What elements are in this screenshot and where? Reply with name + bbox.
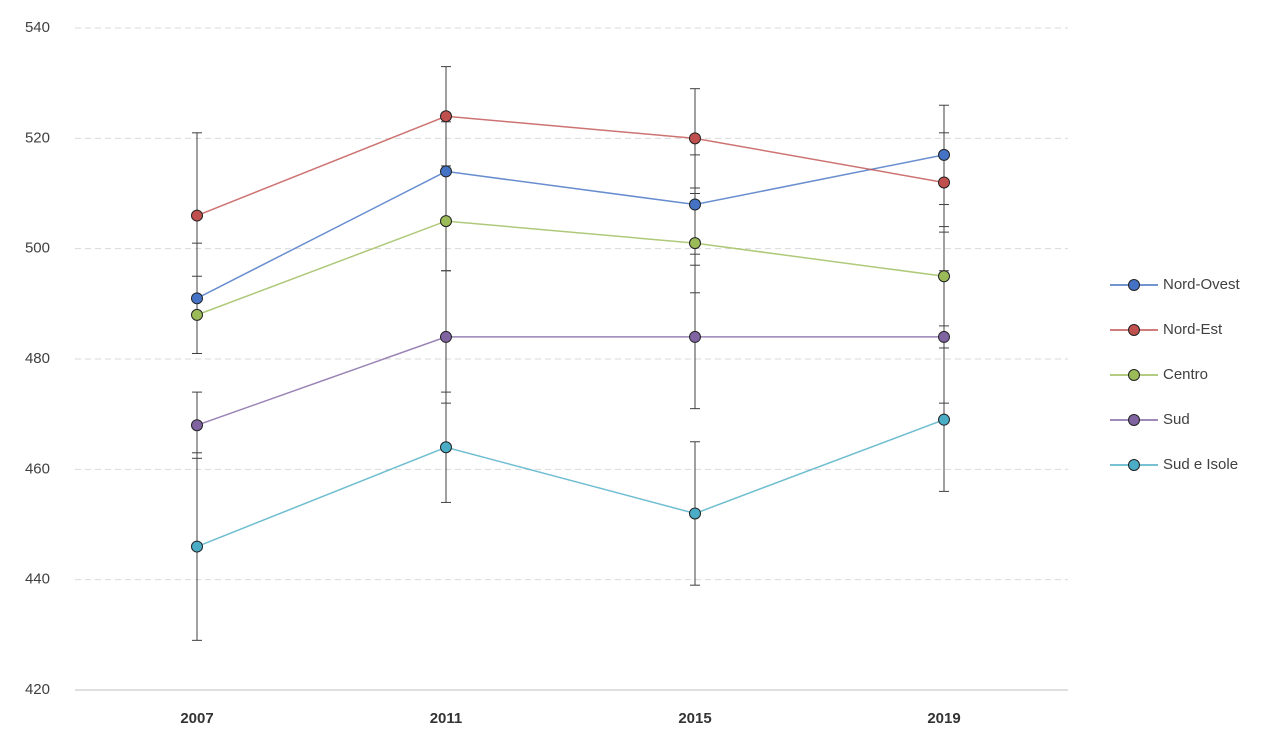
legend-marker bbox=[1128, 414, 1140, 426]
legend-label: Centro bbox=[1163, 366, 1208, 383]
point bbox=[938, 413, 950, 426]
x-tick-label: 2015 bbox=[678, 710, 711, 727]
point bbox=[689, 237, 701, 250]
point bbox=[440, 165, 452, 178]
point bbox=[440, 110, 452, 123]
point bbox=[938, 330, 950, 343]
y-tick-label: 540 bbox=[25, 19, 50, 36]
series-line bbox=[196, 336, 944, 426]
point bbox=[191, 209, 203, 222]
point bbox=[191, 419, 203, 432]
point bbox=[938, 176, 950, 189]
legend-marker bbox=[1128, 324, 1140, 336]
point bbox=[440, 441, 452, 454]
point bbox=[938, 148, 950, 161]
legend-marker bbox=[1128, 459, 1140, 471]
point bbox=[689, 198, 701, 211]
series-line bbox=[196, 154, 945, 299]
y-tick-label: 480 bbox=[25, 350, 50, 367]
legend-marker bbox=[1128, 369, 1140, 381]
point bbox=[689, 507, 701, 520]
legend-label: Sud e Isole bbox=[1163, 456, 1238, 473]
point bbox=[689, 132, 701, 145]
legend-marker bbox=[1128, 279, 1140, 291]
y-tick-label: 500 bbox=[25, 240, 50, 257]
series-line bbox=[196, 220, 945, 316]
y-tick-label: 420 bbox=[25, 681, 50, 698]
point bbox=[689, 330, 701, 343]
y-tick-label: 520 bbox=[25, 129, 50, 146]
series-line bbox=[196, 115, 945, 217]
point bbox=[191, 308, 203, 321]
x-tick-label: 2019 bbox=[927, 710, 960, 727]
y-tick-label: 460 bbox=[25, 460, 50, 477]
series-line bbox=[196, 418, 945, 548]
y-tick-label: 440 bbox=[25, 571, 50, 588]
legend-label: Sud bbox=[1163, 411, 1190, 428]
point bbox=[440, 215, 452, 228]
x-tick-label: 2011 bbox=[430, 710, 463, 727]
point bbox=[440, 330, 452, 343]
legend-label: Nord-Est bbox=[1163, 321, 1223, 338]
point bbox=[191, 292, 203, 305]
point bbox=[938, 270, 950, 283]
point bbox=[191, 540, 203, 553]
legend-label: Nord-Ovest bbox=[1163, 276, 1241, 293]
x-tick-label: 2007 bbox=[180, 710, 213, 727]
